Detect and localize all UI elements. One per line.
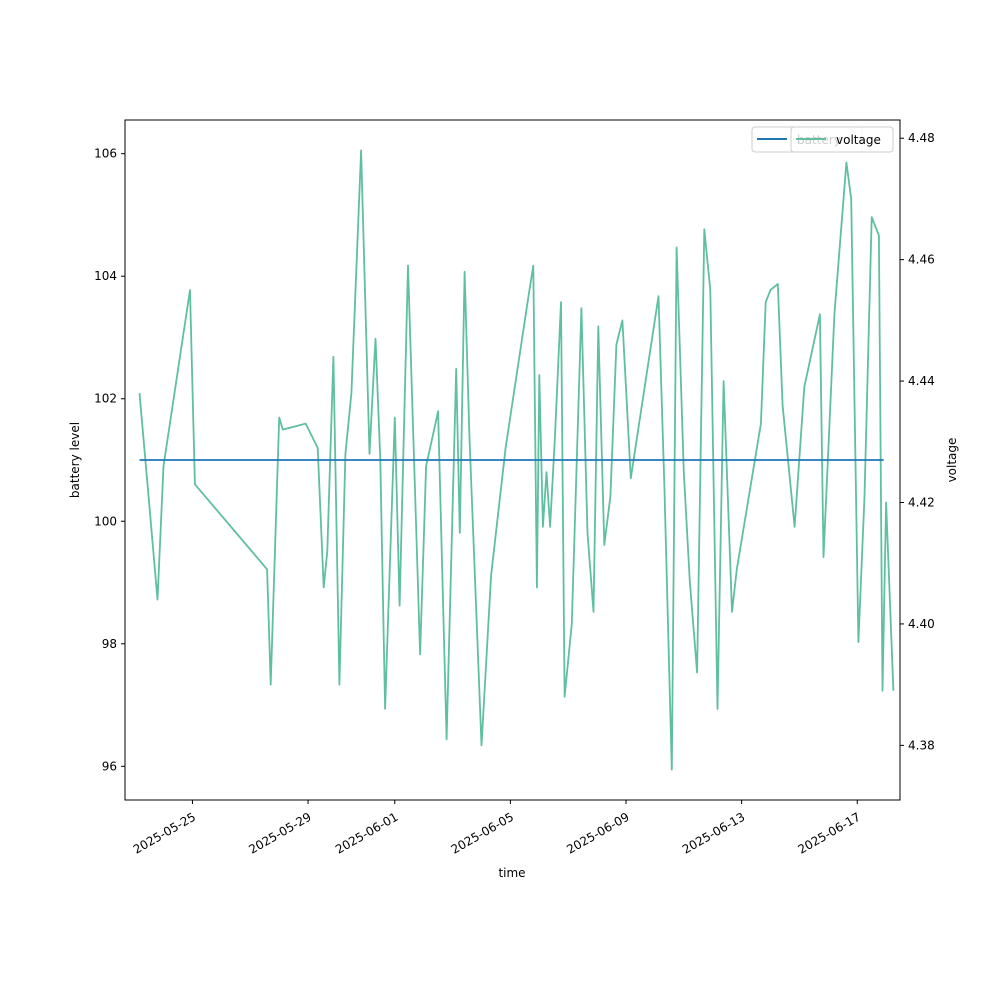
legend-voltage-box [790,126,894,153]
y2-tick-label: 4.44 [908,374,935,388]
x-axis-title: time [498,866,525,880]
y-tick-label: 98 [102,637,117,651]
y-tick-label: 100 [94,514,117,528]
y-tick-label: 102 [94,392,117,406]
y-tick-label: 104 [94,269,117,283]
y-tick-label: 106 [94,147,117,161]
y-tick-label: 96 [102,759,117,773]
y2-tick-label: 4.48 [908,131,935,145]
y2-tick-label: 4.38 [908,738,935,752]
legend-voltage-label: voltage [836,133,881,147]
series-layer [138,149,895,771]
y2-axis-title: voltage [945,438,959,483]
y-axis-right: 4.38 4.40 4.42 4.44 4.46 4.48 [900,131,935,752]
y-axis-title: battery level [68,422,82,498]
plot-frame [124,119,901,801]
y2-tick-label: 4.40 [908,617,935,631]
legend-voltage: voltage [790,126,894,153]
y2-tick-label: 4.42 [908,496,935,510]
y2-tick-label: 4.46 [908,253,935,267]
y-axis-left: 96 98 100 102 104 106 [94,147,125,773]
series-line-voltage [138,149,895,771]
